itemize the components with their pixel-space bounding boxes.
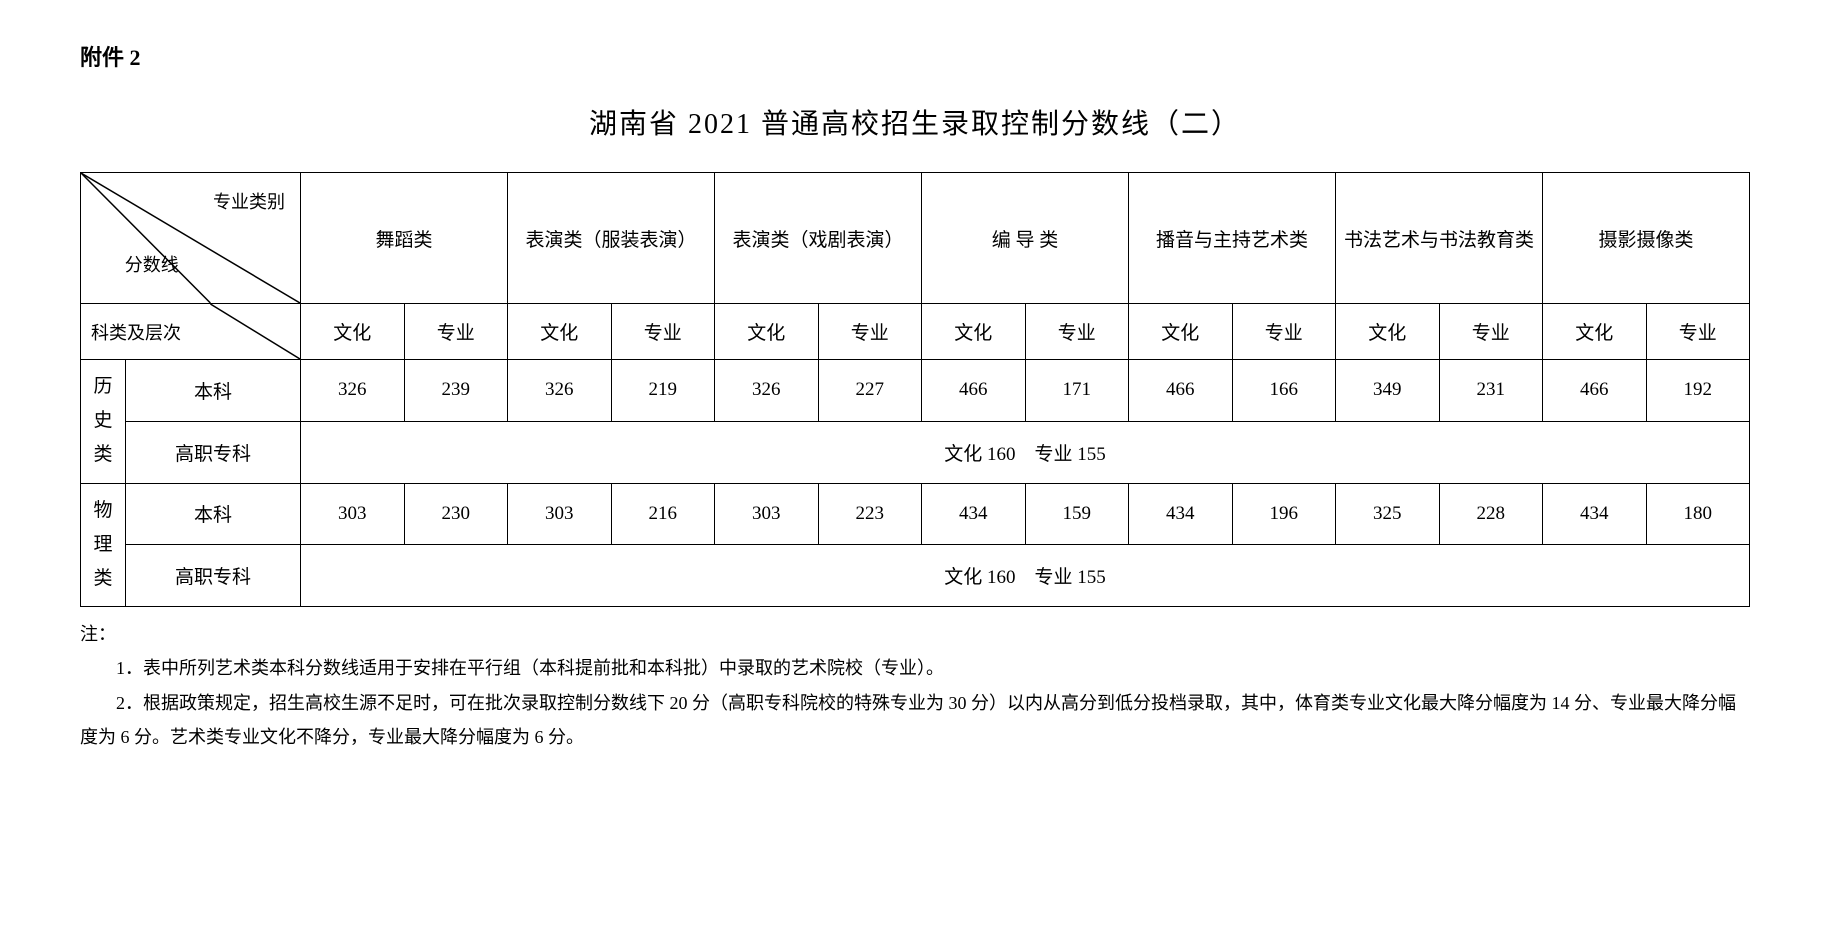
data-cell-span: 文化 160 专业 155 bbox=[301, 545, 1750, 607]
data-cell: 349 bbox=[1336, 360, 1440, 422]
col-sub: 文化 bbox=[922, 304, 1026, 360]
row-label-undergrad: 本科 bbox=[126, 483, 301, 545]
data-cell: 230 bbox=[404, 483, 508, 545]
data-cell: 326 bbox=[301, 360, 405, 422]
col-sub: 文化 bbox=[1336, 304, 1440, 360]
data-cell: 303 bbox=[508, 483, 612, 545]
diagonal-header-2: 科类及层次 bbox=[81, 304, 301, 360]
col-sub: 文化 bbox=[715, 304, 819, 360]
diagonal-header-1: 专业类别 分数线 bbox=[81, 173, 301, 304]
data-cell: 216 bbox=[611, 483, 715, 545]
label-subject-level: 科类及层次 bbox=[91, 319, 181, 345]
col-group: 播音与主持艺术类 bbox=[1129, 173, 1336, 304]
col-sub: 文化 bbox=[301, 304, 405, 360]
attachment-label: 附件 2 bbox=[80, 40, 1750, 72]
page-title: 湖南省 2021 普通高校招生录取控制分数线（二） bbox=[80, 102, 1750, 142]
data-cell: 434 bbox=[1129, 483, 1233, 545]
row-label-vocational: 高职专科 bbox=[126, 421, 301, 483]
col-group: 表演类（服装表演） bbox=[508, 173, 715, 304]
row-label-vocational: 高职专科 bbox=[126, 545, 301, 607]
col-group: 舞蹈类 bbox=[301, 173, 508, 304]
data-cell: 219 bbox=[611, 360, 715, 422]
notes-section: 注： 1．表中所列艺术类本科分数线适用于安排在平行组（本科提前批和本科批）中录取… bbox=[80, 617, 1750, 754]
data-cell: 325 bbox=[1336, 483, 1440, 545]
data-cell: 223 bbox=[818, 483, 922, 545]
data-cell: 239 bbox=[404, 360, 508, 422]
data-cell: 180 bbox=[1646, 483, 1750, 545]
col-group: 摄影摄像类 bbox=[1543, 173, 1750, 304]
col-group: 书法艺术与书法教育类 bbox=[1336, 173, 1543, 304]
data-cell: 466 bbox=[1543, 360, 1647, 422]
label-major-category: 专业类别 bbox=[213, 188, 285, 214]
data-cell: 196 bbox=[1232, 483, 1336, 545]
col-sub: 文化 bbox=[1129, 304, 1233, 360]
data-cell-span: 文化 160 专业 155 bbox=[301, 421, 1750, 483]
data-cell: 303 bbox=[301, 483, 405, 545]
data-cell: 466 bbox=[922, 360, 1026, 422]
row-group-history: 历史类 bbox=[81, 360, 126, 484]
col-sub: 专业 bbox=[404, 304, 508, 360]
data-cell: 231 bbox=[1439, 360, 1543, 422]
row-group-physics: 物理类 bbox=[81, 483, 126, 607]
data-cell: 227 bbox=[818, 360, 922, 422]
col-sub: 专业 bbox=[1646, 304, 1750, 360]
col-group: 编 导 类 bbox=[922, 173, 1129, 304]
data-cell: 192 bbox=[1646, 360, 1750, 422]
col-sub: 专业 bbox=[611, 304, 715, 360]
data-cell: 434 bbox=[1543, 483, 1647, 545]
col-sub: 专业 bbox=[818, 304, 922, 360]
data-cell: 228 bbox=[1439, 483, 1543, 545]
col-sub: 文化 bbox=[1543, 304, 1647, 360]
col-sub: 专业 bbox=[1025, 304, 1129, 360]
col-sub: 专业 bbox=[1439, 304, 1543, 360]
col-sub: 文化 bbox=[508, 304, 612, 360]
data-cell: 171 bbox=[1025, 360, 1129, 422]
data-cell: 434 bbox=[922, 483, 1026, 545]
data-cell: 326 bbox=[715, 360, 819, 422]
note-item: 2．根据政策规定，招生高校生源不足时，可在批次录取控制分数线下 20 分（高职专… bbox=[80, 686, 1750, 754]
label-score-line: 分数线 bbox=[125, 251, 179, 277]
data-cell: 166 bbox=[1232, 360, 1336, 422]
col-group: 表演类（戏剧表演） bbox=[715, 173, 922, 304]
row-label-undergrad: 本科 bbox=[126, 360, 301, 422]
notes-label: 注： bbox=[80, 617, 1750, 651]
data-cell: 466 bbox=[1129, 360, 1233, 422]
data-cell: 326 bbox=[508, 360, 612, 422]
note-item: 1．表中所列艺术类本科分数线适用于安排在平行组（本科提前批和本科批）中录取的艺术… bbox=[80, 651, 1750, 685]
data-cell: 159 bbox=[1025, 483, 1129, 545]
col-sub: 专业 bbox=[1232, 304, 1336, 360]
data-cell: 303 bbox=[715, 483, 819, 545]
score-table: 专业类别 分数线 舞蹈类 表演类（服装表演） 表演类（戏剧表演） 编 导 类 播… bbox=[80, 172, 1750, 607]
